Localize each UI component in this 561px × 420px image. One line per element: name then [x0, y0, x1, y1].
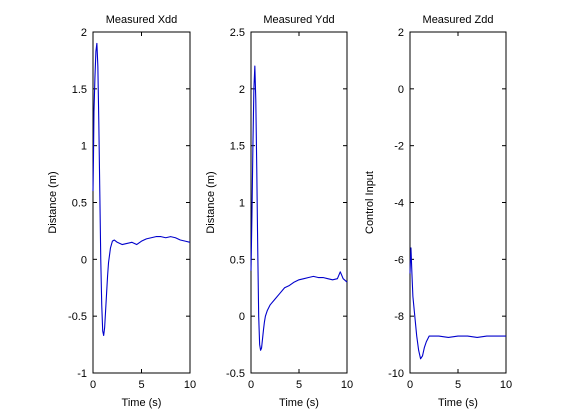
series-line-1: [250, 65, 348, 351]
plot-title: Measured Zdd: [423, 14, 494, 26]
y-tick-label: -0.5: [226, 368, 245, 380]
y-tick-label: -4: [394, 198, 404, 210]
x-tick-label: 10: [184, 379, 196, 391]
x-tick-label: 5: [296, 379, 302, 391]
y-tick-label: -6: [394, 254, 404, 266]
axes-box: [409, 31, 507, 374]
y-tick-label: 2.5: [230, 27, 245, 39]
y-tick-label: 0: [81, 254, 87, 266]
y-tick-label: 0: [398, 84, 404, 96]
x-tick-label: 5: [138, 379, 144, 391]
y-axis-label: Distance (m): [47, 171, 59, 233]
y-tick-label: 2: [239, 84, 245, 96]
plot-title: Measured Ydd: [263, 14, 334, 26]
axes-box: [250, 31, 348, 374]
series-line-1: [92, 42, 191, 337]
y-tick-label: 0: [239, 311, 245, 323]
x-tick-label: 5: [455, 379, 461, 391]
y-tick-label: -1: [77, 368, 87, 380]
y-axis-label: Control Input: [364, 171, 376, 234]
y-tick-label: 1.5: [230, 141, 245, 153]
y-axis-label: Distance (m): [205, 171, 217, 233]
y-tick-label: 2: [81, 27, 87, 39]
y-tick-label: 2: [398, 27, 404, 39]
x-tick-label: 10: [341, 379, 353, 391]
x-tick-label: 0: [90, 379, 96, 391]
x-tick-label: 0: [407, 379, 413, 391]
axes-box: [92, 31, 191, 374]
x-tick-label: 0: [248, 379, 254, 391]
y-tick-label: 1.5: [72, 84, 87, 96]
plot-title: Measured Xdd: [106, 14, 178, 26]
x-axis-label: Time (s): [279, 397, 319, 409]
subplot-3: 0 5 10 -10 -8 -6 -4 -2 0 2 Measured Zdd Time (s) Con…: [364, 14, 512, 409]
x-axis-label: Time (s): [438, 397, 478, 409]
subplot-1: 0 5 10 -1 -0.5 0 0.5 1 1.5 2 Measured Xdd Time (s) D…: [47, 14, 196, 409]
y-tick-label: -0.5: [68, 311, 87, 323]
y-tick-label: -2: [394, 141, 404, 153]
y-tick-label: -10: [388, 368, 404, 380]
y-tick-label: 0.5: [72, 198, 87, 210]
x-tick-label: 10: [500, 379, 512, 391]
y-tick-label: 1: [81, 141, 87, 153]
x-axis-label: Time (s): [122, 397, 162, 409]
y-tick-label: 0.5: [230, 254, 245, 266]
y-tick-label: 1: [239, 198, 245, 210]
series-line-1: [409, 247, 506, 360]
y-tick-label: -8: [394, 311, 404, 323]
